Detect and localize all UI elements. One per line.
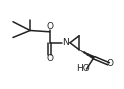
Text: O: O <box>107 59 114 68</box>
Text: O: O <box>46 54 53 63</box>
Text: HO: HO <box>76 64 90 73</box>
Polygon shape <box>79 50 95 59</box>
Text: O: O <box>46 23 53 32</box>
Text: N: N <box>62 38 69 47</box>
